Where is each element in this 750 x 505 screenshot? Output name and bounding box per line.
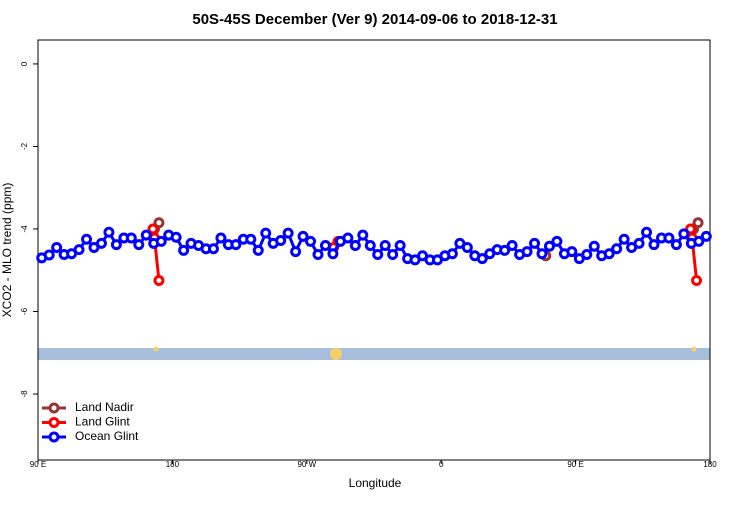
data-point bbox=[155, 235, 167, 247]
data-point bbox=[260, 227, 272, 239]
data-point bbox=[170, 231, 182, 243]
data-point bbox=[153, 275, 165, 287]
data-point bbox=[446, 248, 458, 260]
legend-label: Ocean Glint bbox=[75, 429, 139, 443]
data-point bbox=[290, 246, 302, 258]
x-tick-label: 180 bbox=[166, 460, 180, 469]
data-point bbox=[379, 239, 391, 251]
y-tick-label: -8 bbox=[20, 390, 29, 398]
data-point bbox=[641, 226, 653, 238]
data-point bbox=[603, 248, 615, 260]
data-point bbox=[153, 217, 165, 229]
data-point bbox=[611, 243, 623, 255]
data-point bbox=[394, 239, 406, 251]
surface-strip bbox=[38, 348, 710, 360]
legend-marker bbox=[48, 402, 60, 414]
data-point bbox=[110, 239, 122, 251]
data-point bbox=[319, 239, 331, 251]
data-point bbox=[140, 229, 152, 241]
y-tick-label: -2 bbox=[20, 142, 29, 150]
data-point bbox=[372, 249, 384, 261]
data-point bbox=[133, 239, 145, 251]
legend-marker bbox=[48, 431, 60, 443]
data-point bbox=[633, 237, 645, 249]
data-point bbox=[312, 249, 324, 261]
data-point bbox=[81, 233, 93, 245]
data-point bbox=[103, 226, 115, 238]
data-point bbox=[275, 235, 287, 247]
data-point bbox=[461, 242, 473, 254]
data-point bbox=[693, 235, 705, 247]
data-point bbox=[327, 248, 339, 260]
strip-dot bbox=[691, 346, 697, 352]
x-tick-label: 0 bbox=[439, 460, 444, 469]
data-point bbox=[678, 228, 690, 240]
x-tick-label: 180 bbox=[703, 460, 717, 469]
data-point bbox=[297, 230, 309, 242]
data-point bbox=[43, 249, 55, 261]
data-point bbox=[245, 233, 257, 245]
y-axis-label: XCO2 - MLO trend (ppm) bbox=[0, 183, 14, 318]
data-point bbox=[342, 232, 354, 244]
data-point bbox=[691, 275, 703, 287]
x-tick-label: 90 E bbox=[30, 460, 46, 469]
data-point bbox=[670, 239, 682, 251]
strip-dot bbox=[153, 346, 159, 352]
data-point bbox=[543, 240, 555, 252]
data-point bbox=[588, 240, 600, 252]
x-axis-label: Longitude bbox=[349, 476, 402, 490]
strip-dot bbox=[330, 348, 342, 360]
data-point bbox=[551, 235, 563, 247]
data-point bbox=[663, 232, 675, 244]
y-tick-label: -4 bbox=[20, 225, 29, 233]
data-point bbox=[125, 232, 137, 244]
data-point bbox=[349, 239, 361, 251]
data-point bbox=[357, 229, 369, 241]
data-point bbox=[648, 239, 660, 251]
y-tick-label: 0 bbox=[20, 61, 29, 66]
data-point bbox=[207, 243, 219, 255]
data-point bbox=[536, 248, 548, 260]
data-point bbox=[230, 239, 242, 251]
data-point bbox=[521, 246, 533, 258]
data-point bbox=[506, 239, 518, 251]
legend-marker bbox=[48, 417, 60, 428]
data-point bbox=[618, 233, 630, 245]
data-point bbox=[529, 237, 541, 249]
data-point bbox=[364, 239, 376, 251]
plot-frame bbox=[37, 39, 711, 461]
data-point bbox=[566, 246, 578, 258]
x-tick-label: 90 W bbox=[297, 460, 316, 469]
data-point bbox=[282, 227, 294, 239]
data-point bbox=[51, 242, 63, 254]
data-point bbox=[499, 244, 511, 256]
data-point bbox=[73, 244, 85, 256]
data-point bbox=[581, 249, 593, 261]
data-point bbox=[692, 217, 704, 229]
data-point bbox=[476, 253, 488, 265]
x-tick-label: 90 E bbox=[567, 460, 583, 469]
data-point bbox=[95, 237, 107, 249]
y-tick-label: -6 bbox=[20, 307, 29, 315]
data-point bbox=[252, 244, 264, 256]
chart-title: 50S-45S December (Ver 9) 2014-09-06 to 2… bbox=[192, 11, 557, 28]
data-point bbox=[178, 244, 190, 256]
data-point bbox=[387, 249, 399, 261]
legend-label: Land Nadir bbox=[75, 400, 134, 414]
data-point bbox=[700, 230, 712, 242]
legend-label: Land Glint bbox=[75, 415, 130, 429]
data-point bbox=[215, 232, 227, 244]
data-point bbox=[305, 235, 317, 247]
